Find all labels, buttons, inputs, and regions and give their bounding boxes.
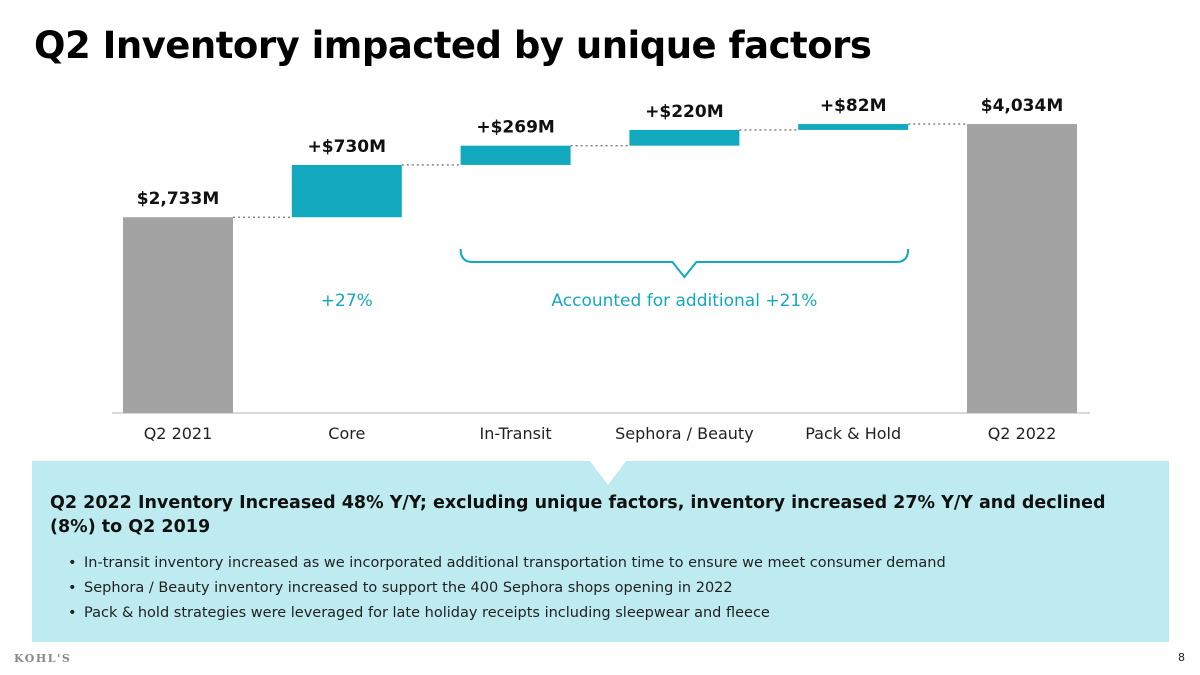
page-title: Q2 Inventory impacted by unique factors [34, 24, 872, 67]
annotation-brace [459, 248, 910, 279]
page-number: 8 [1178, 651, 1185, 664]
bullet-pack-hold: Pack & hold strategies were leveraged fo… [64, 605, 1141, 621]
data-label-core: +$730M [308, 137, 386, 157]
bullet-sephora: Sephora / Beauty inventory increased to … [64, 580, 1141, 596]
annotation-unique: Accounted for additional +21% [551, 291, 817, 311]
data-label-sephora-beauty: +$220M [645, 102, 723, 122]
bar-core [291, 164, 402, 218]
data-label-in-transit: +$269M [476, 118, 554, 138]
bar-pack-hold [798, 124, 909, 130]
bullet-in-transit: In-transit inventory increased as we inc… [64, 555, 1141, 571]
data-label-q2-2022: $4,034M [981, 96, 1064, 116]
bar-in-transit [460, 145, 571, 165]
annotation-core: +27% [321, 291, 373, 311]
data-label-pack-hold: +$82M [820, 96, 887, 116]
tick-label-q2-2021: Q2 2021 [144, 424, 213, 443]
bar-q2-2022 [967, 124, 1077, 413]
bar-q2-2021 [123, 217, 233, 413]
bar-sephora-beauty [629, 129, 740, 146]
waterfall-chart: $2,733M Q2 2021 +$730M Core +$269M In-Transit… [112, 96, 1090, 443]
tick-label-pack-hold: Pack & Hold [805, 424, 901, 443]
summary-callout: Q2 2022 Inventory Increased 48% Y/Y; exc… [32, 461, 1169, 642]
kohls-logo: KOHL'S [14, 652, 72, 665]
tick-label-in-transit: In-Transit [480, 424, 552, 443]
data-label-q2-2021: $2,733M [137, 189, 220, 209]
callout-headline: Q2 2022 Inventory Increased 48% Y/Y; exc… [50, 493, 1106, 537]
callout-notch [590, 461, 626, 485]
callout-bullets: In-transit inventory increased as we inc… [50, 555, 1141, 621]
tick-label-sephora-beauty: Sephora / Beauty [615, 424, 754, 443]
tick-label-core: Core [328, 424, 365, 443]
tick-label-q2-2022: Q2 2022 [988, 424, 1057, 443]
